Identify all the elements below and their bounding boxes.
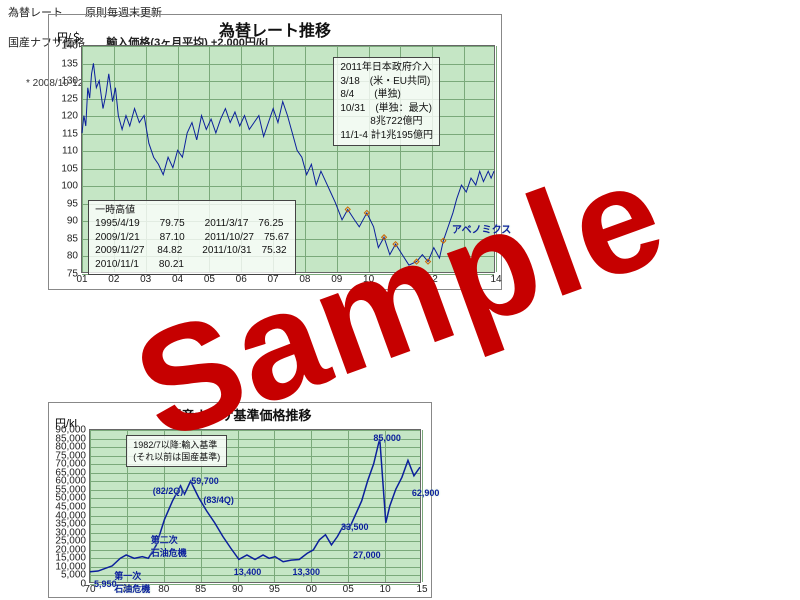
x-tick-label: 11: [395, 274, 405, 285]
bot-plot-area: 05,00010,00015,00020,00025,00030,00035,0…: [89, 429, 421, 583]
y-tick-label: 130: [61, 76, 78, 87]
y-tick-label: 110: [62, 146, 78, 157]
y-tick-label: 95: [67, 198, 78, 209]
x-tick-label: 85: [195, 584, 206, 595]
y-tick-label: 135: [61, 58, 78, 69]
y-tick-label: 85: [67, 233, 78, 244]
y-tick-label: 125: [61, 93, 78, 104]
y-tick-label: 80: [67, 251, 78, 262]
y-tick-label: 140: [61, 41, 78, 52]
price-annotation: 33,500: [341, 522, 369, 532]
grid-v: [496, 46, 497, 272]
x-tick-label: 15: [416, 584, 427, 595]
y-tick-label: 90,000: [55, 425, 86, 436]
y-tick-label: 115: [62, 128, 78, 139]
x-tick-label: 08: [299, 274, 310, 285]
x-tick-label: 05: [204, 274, 215, 285]
top-chart-title: 為替レート推移: [49, 17, 501, 41]
x-tick-label: 01: [76, 274, 87, 285]
price-annotation: 第一次 石油危機: [114, 569, 150, 595]
y-tick-label: 120: [61, 111, 78, 122]
naphtha-price-chart: 国産ナフサ基準価格推移 円/kl 05,00010,00015,00020,00…: [48, 402, 432, 598]
price-annotation: (82/2Q): [153, 486, 184, 496]
x-tick-label: 80: [158, 584, 169, 595]
highs-info-box: 一時高値 1995/4/19 79.75 2011/3/17 76.25 200…: [88, 200, 296, 276]
x-tick-label: 12: [427, 274, 438, 285]
y-tick-label: 100: [61, 181, 78, 192]
x-tick-label: 07: [268, 274, 279, 285]
x-tick-label: 14: [490, 274, 501, 285]
price-annotation: (83/4Q): [203, 495, 234, 505]
price-annotation: 85,000: [373, 433, 401, 443]
price-annotation: 27,000: [353, 550, 381, 560]
x-tick-label: 04: [172, 274, 183, 285]
x-tick-label: 03: [140, 274, 151, 285]
price-annotation: 59,700: [191, 476, 219, 486]
x-tick-label: 09: [331, 274, 342, 285]
x-tick-label: 00: [306, 584, 317, 595]
y-tick-label: 90: [67, 216, 78, 227]
price-annotation: 62,900: [412, 488, 440, 498]
price-annotation: 13,300: [292, 567, 320, 577]
x-tick-label: 90: [232, 584, 243, 595]
x-tick-label: 95: [269, 584, 280, 595]
x-tick-label: 06: [236, 274, 247, 285]
basis-info-box: 1982/7以降:輸入基準 (それ以前は国産基準): [126, 435, 227, 467]
x-tick-label: 10: [380, 584, 391, 595]
x-tick-label: 13: [459, 274, 470, 285]
y-tick-label: 105: [61, 163, 78, 174]
intervention-info-box: 2011年日本政府介入 3/18 (米・EU共同) 8/4 (単独) 10/31…: [333, 57, 440, 146]
x-tick-label: 05: [343, 584, 354, 595]
grid-v: [422, 430, 423, 582]
top-plot-area: 7580859095100105110115120125130135140010…: [81, 45, 495, 273]
abenomics-annotation: アベノミクス: [452, 221, 512, 236]
price-annotation: 13,400: [234, 567, 262, 577]
bot-chart-title: 国産ナフサ基準価格推移: [49, 405, 431, 424]
exchange-rate-chart: 為替レート推移 円/＄ 7580859095100105110115120125…: [48, 14, 502, 290]
x-tick-label: 10: [363, 274, 374, 285]
price-annotation: 第二次 石油危機: [151, 533, 187, 559]
x-tick-label: 02: [108, 274, 119, 285]
